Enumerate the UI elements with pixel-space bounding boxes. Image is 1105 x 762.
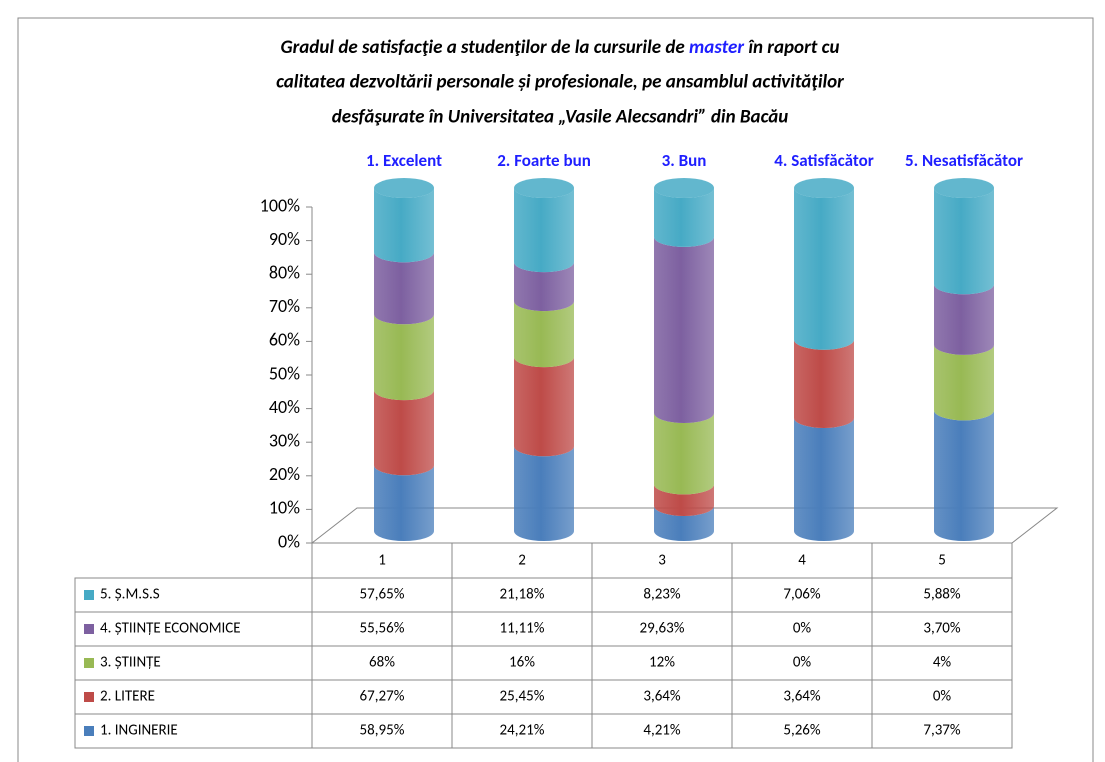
y-tick-label: 10% — [269, 497, 300, 519]
x-tick-label: 3 — [658, 552, 666, 570]
y-tick-label: 90% — [269, 228, 300, 250]
legend-label: 5. Ș.M.S.S — [100, 586, 160, 604]
annotation: 5. Nesatisfăcător — [905, 150, 1023, 171]
bar-segment — [794, 188, 854, 350]
bar-segment — [514, 188, 574, 273]
x-tick-label: 2 — [518, 552, 526, 570]
legend-label: 2. LITERE — [100, 688, 155, 706]
bar-segment — [374, 390, 434, 476]
table-value: 21,18% — [500, 586, 545, 604]
chart-title: calitatea dezvoltării personale și profe… — [276, 71, 844, 94]
table-value: 57,65% — [360, 586, 405, 604]
annotation: 2. Foarte bun — [497, 150, 591, 171]
bar-segment — [374, 465, 434, 541]
legend-label: 4. ȘTIINȚE ECONOMICE — [100, 620, 241, 638]
bar-segment — [654, 484, 714, 516]
table-value: 16% — [509, 654, 535, 672]
legend-swatch — [84, 658, 94, 668]
y-tick-label: 70% — [269, 295, 300, 317]
table-value: 55,56% — [360, 620, 405, 638]
table-value: 0% — [793, 654, 812, 672]
bar-segment — [654, 236, 714, 424]
bar-segment — [514, 301, 574, 368]
table-value: 5,26% — [783, 722, 821, 740]
cylinder-top — [934, 178, 994, 198]
bar-segment — [654, 505, 714, 541]
bar-segment — [514, 446, 574, 541]
table-value: 8,23% — [643, 586, 681, 604]
legend-swatch — [84, 726, 94, 736]
table-value: 5,88% — [923, 586, 961, 604]
y-tick-label: 50% — [269, 362, 300, 384]
bar-segment — [934, 344, 994, 421]
y-tick-label: 0% — [278, 530, 300, 552]
table-value: 68% — [369, 654, 395, 672]
y-tick-label: 80% — [269, 261, 300, 283]
y-tick-label: 30% — [269, 429, 300, 451]
bar-segment — [654, 188, 714, 247]
table-value: 24,21% — [500, 722, 545, 740]
title-part: Gradul de satisfacţie a studenţilor de l… — [280, 36, 689, 59]
bar-segment — [374, 188, 434, 263]
bar-segment — [514, 357, 574, 457]
table-value: 4% — [933, 654, 952, 672]
bar-segment — [374, 314, 434, 401]
bar-segment — [794, 339, 854, 428]
table-value: 11,11% — [500, 620, 545, 638]
bar-segment — [934, 188, 994, 295]
legend-label: 3. ȘTIINȚE — [100, 654, 161, 672]
annotation: 4. Satisfăcător — [774, 150, 874, 171]
table-value: 0% — [793, 620, 812, 638]
table-value: 7,06% — [783, 586, 821, 604]
title-part: în raport cu — [744, 36, 839, 59]
legend-label: 1. INGINERIE — [100, 722, 178, 740]
table-value: 4,21% — [643, 722, 681, 740]
table-value: 3,64% — [783, 688, 821, 706]
legend-swatch — [84, 624, 94, 634]
table-value: 25,45% — [500, 688, 545, 706]
x-tick-label: 1 — [378, 552, 386, 570]
chart-title: desfăşurate în Universitatea „Vasile Ale… — [332, 106, 789, 129]
chart-title: Gradul de satisfacţie a studenţilor de l… — [280, 36, 839, 59]
bar-segment — [654, 413, 714, 495]
cylinder-top — [654, 178, 714, 198]
cylinder-top — [374, 178, 434, 198]
table-value: 67,27% — [360, 688, 405, 706]
x-tick-label: 5 — [938, 552, 946, 570]
table-value: 7,37% — [923, 722, 961, 740]
annotation: 3. Bun — [662, 150, 707, 171]
table-value: 58,95% — [360, 722, 405, 740]
table-border — [74, 577, 1013, 749]
cylinder-top — [514, 178, 574, 198]
bar-segment — [794, 417, 854, 541]
table-value: 0% — [933, 688, 952, 706]
title-highlight: master — [689, 36, 744, 59]
bar-segment — [374, 252, 434, 325]
cylinder-top — [794, 178, 854, 198]
table-value: 3,64% — [643, 688, 681, 706]
legend-swatch — [84, 692, 94, 702]
table-value: 29,63% — [640, 620, 685, 638]
y-tick-label: 40% — [269, 396, 300, 418]
table-value: 12% — [649, 654, 675, 672]
floor — [310, 507, 1059, 544]
legend-swatch — [84, 590, 94, 600]
y-tick-label: 20% — [269, 463, 300, 485]
bar-segment — [514, 262, 574, 312]
bar-segment — [934, 284, 994, 355]
x-tick-label: 4 — [798, 552, 806, 570]
y-tick-label: 100% — [260, 194, 300, 216]
table-value: 3,70% — [923, 620, 961, 638]
bar-segment — [934, 410, 994, 541]
y-tick-label: 60% — [269, 329, 300, 351]
annotation: 1. Excelent — [366, 150, 442, 171]
